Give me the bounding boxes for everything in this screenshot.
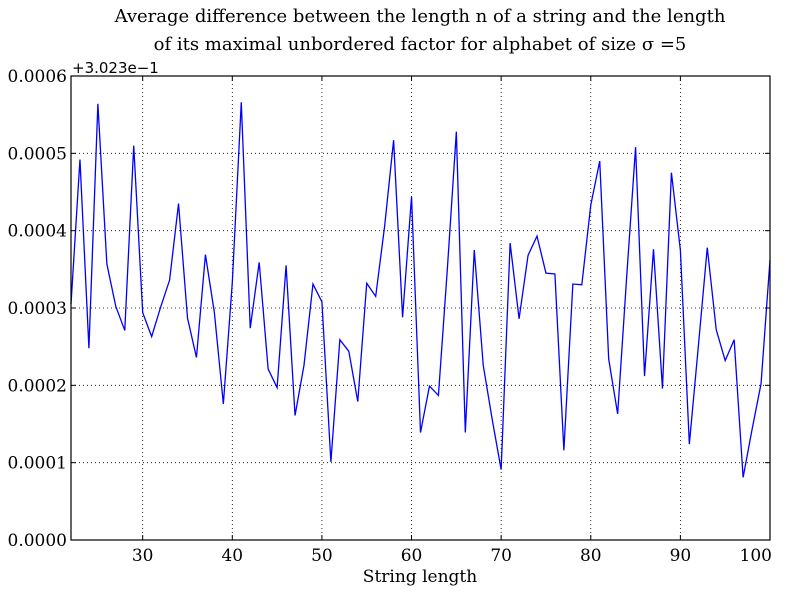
chart-title-line-1: Average difference between the length n … bbox=[114, 6, 726, 27]
data-series bbox=[70, 102, 771, 478]
x-tick-label: 60 bbox=[401, 546, 423, 566]
x-tick-label: 80 bbox=[580, 546, 602, 566]
x-tick-label: 70 bbox=[490, 546, 512, 566]
y-tick-label: 0.0006 bbox=[8, 67, 67, 87]
y-tick-label: 0.0002 bbox=[8, 376, 67, 396]
x-axis-label: String length bbox=[363, 567, 477, 587]
y-tick-label: 0.0001 bbox=[8, 454, 67, 474]
x-tick-label: 50 bbox=[311, 546, 333, 566]
x-tick-label: 100 bbox=[740, 546, 772, 566]
x-tick-label: 40 bbox=[221, 546, 243, 566]
y-tick-label: 0.0003 bbox=[8, 299, 67, 319]
y-offset-label: +3.023e−1 bbox=[72, 59, 159, 77]
series-line bbox=[70, 102, 771, 478]
axis-ticks: 30 40 50 60 70 80 90 100 0.0000 0.0001 0.0002 0.000… bbox=[8, 67, 772, 566]
chart-title: Average difference between the length n … bbox=[114, 6, 726, 55]
y-tick-label: 0.0000 bbox=[8, 531, 67, 551]
x-tick-label: 30 bbox=[132, 546, 154, 566]
chart-title-line-2: of its maximal unbordered factor for alp… bbox=[154, 34, 687, 55]
y-tick-label: 0.0005 bbox=[8, 144, 67, 164]
y-tick-label: 0.0004 bbox=[8, 222, 67, 242]
x-tick-label: 90 bbox=[670, 546, 692, 566]
